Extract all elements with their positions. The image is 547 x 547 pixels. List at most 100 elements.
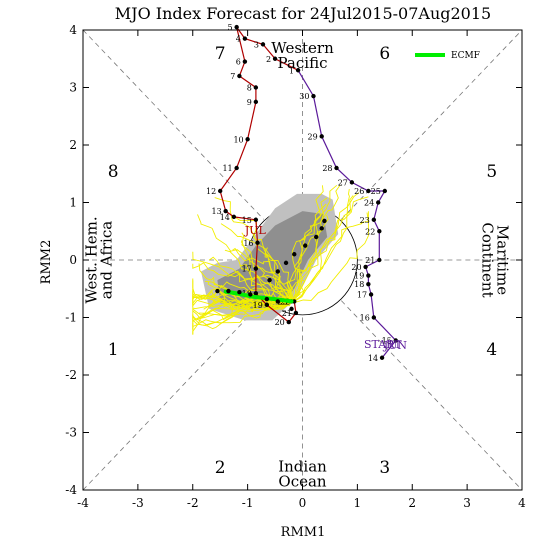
day-label-jul-16: 16 <box>243 239 253 248</box>
ensemble-member-line <box>192 300 292 330</box>
day-marker-jun-24 <box>376 200 381 205</box>
x-tick-label-2: -2 <box>187 496 199 510</box>
ensemble-member-line <box>232 247 292 302</box>
day-marker-jul-9 <box>253 99 259 105</box>
day-marker-jul-5 <box>234 24 239 30</box>
day-label-jun-23: 23 <box>360 216 370 225</box>
day-marker-jun-27 <box>349 180 355 185</box>
spread-inner <box>217 211 328 309</box>
ensemble-member-line <box>193 301 292 324</box>
day-label-jul-14: 14 <box>220 213 230 222</box>
ensemble-member-line <box>291 211 369 303</box>
forecast-dot-4 <box>226 288 231 294</box>
forecast-dot-14 <box>289 306 294 312</box>
ensemble-member-line <box>291 212 369 302</box>
day-marker-jul-16 <box>255 240 260 245</box>
region-label-right: MaritimeContinent <box>478 222 511 297</box>
day-marker-jul-8 <box>253 85 259 90</box>
ensemble-member-line <box>224 249 292 302</box>
phase-number-3: 3 <box>379 458 390 478</box>
day-marker-jun-17 <box>368 292 374 297</box>
x-tick-label-4: 0 <box>299 496 307 510</box>
day-marker-jul-6 <box>242 59 248 64</box>
ensemble-member-line <box>286 185 324 302</box>
guide-diagonal-sw <box>82 300 264 491</box>
phase-number-2: 2 <box>215 458 226 478</box>
day-marker-jul-2 <box>272 56 278 61</box>
forecast-dot-12 <box>319 226 324 231</box>
day-marker-jul-15 <box>253 217 259 222</box>
day-marker-jun-29 <box>319 134 324 139</box>
day-marker-jul-13 <box>223 208 228 214</box>
day-marker-jul-21 <box>293 310 299 316</box>
forecast-dot-1 <box>264 296 270 302</box>
day-label-jul-4: 4 <box>236 35 241 44</box>
ensemble-member-line <box>291 184 338 302</box>
day-label-jun-22: 22 <box>365 227 375 236</box>
day-label-jul-19: 19 <box>253 301 263 310</box>
day-marker-jun-14 <box>379 355 385 360</box>
day-label-jul-21: 21 <box>282 309 292 318</box>
day-label-jun-14: 14 <box>368 354 378 363</box>
day-marker-jul-19 <box>264 302 270 308</box>
day-label-jun-21: 21 <box>365 256 375 265</box>
forecast-dot-10 <box>303 243 308 248</box>
forecast-dot-3 <box>237 290 242 295</box>
region-labels: Western Pacific Indian Ocean West. Hem.and A… <box>83 39 512 491</box>
day-marker-jul-11 <box>234 165 239 171</box>
region-label-bottom-line-0: Indian <box>278 458 327 476</box>
ensemble-member-line <box>192 251 292 302</box>
day-label-jul-10: 10 <box>233 135 243 144</box>
day-label-jul-5: 5 <box>228 23 233 32</box>
jul-label: JUL <box>244 224 267 237</box>
region-label-top-line-0: Western <box>271 39 334 57</box>
ensemble-member-line <box>287 197 328 302</box>
day-marker-jun-16 <box>371 315 377 320</box>
day-marker-jun-28 <box>334 165 339 171</box>
guide-diagonal-ne <box>341 29 523 220</box>
phase-number-8: 8 <box>108 162 119 182</box>
day-marker-jul-10 <box>245 137 250 142</box>
day-marker-jul-14 <box>231 214 237 220</box>
ensemble-member-line <box>220 223 292 302</box>
day-label-jun-30: 30 <box>299 92 309 101</box>
phase-number-7: 7 <box>215 44 226 64</box>
day-marker-jul-12 <box>217 188 223 194</box>
y-tick-label-8: 4 <box>69 23 77 37</box>
day-label-jun-27: 27 <box>338 178 348 187</box>
start-label: START <box>364 338 402 351</box>
x-axis-label: RMM1 <box>281 525 326 540</box>
day-label-jun-24: 24 <box>364 199 374 208</box>
day-marker-jun-18 <box>366 281 371 287</box>
day-marker-jun-25 <box>382 188 388 194</box>
y-tick-label-6: 2 <box>69 138 77 152</box>
region-label-right-line-0: Maritime <box>493 225 511 295</box>
day-marker-jul-20 <box>286 319 291 325</box>
y-tick-label-5: 1 <box>69 196 77 210</box>
day-label-jun-25: 25 <box>371 187 381 196</box>
ensemble-member-line <box>291 196 369 302</box>
day-label-jun-28: 28 <box>322 164 332 173</box>
day-label-jul-6: 6 <box>236 58 241 67</box>
x-tick-label-1: -3 <box>132 496 144 510</box>
day-label-jun-1: 1 <box>289 66 294 75</box>
forecast-dot-8 <box>283 260 289 266</box>
day-marker-jun-26 <box>366 188 371 194</box>
day-marker-jul-4 <box>242 36 248 41</box>
x-tick-label-7: 3 <box>463 496 471 510</box>
x-tick-label-0: -4 <box>77 496 89 510</box>
forecast-dot-11 <box>314 234 319 240</box>
y-tick-label-2: -2 <box>65 368 77 382</box>
guide-diagonal-nw <box>82 29 264 220</box>
jun-label: JUN <box>383 339 408 352</box>
day-label-jul-20: 20 <box>275 318 285 327</box>
region-label-bottom-line-1: Ocean <box>278 473 327 491</box>
day-label-jul-11: 11 <box>222 164 232 173</box>
day-label-jun-16: 16 <box>360 314 370 323</box>
day-label-jun-19: 19 <box>354 272 364 281</box>
day-label-jul-17: 17 <box>242 265 252 274</box>
day-label-jun-20: 20 <box>351 263 361 272</box>
y-tick-label-1: -3 <box>65 426 77 440</box>
y-tick-label-3: -1 <box>65 311 77 325</box>
